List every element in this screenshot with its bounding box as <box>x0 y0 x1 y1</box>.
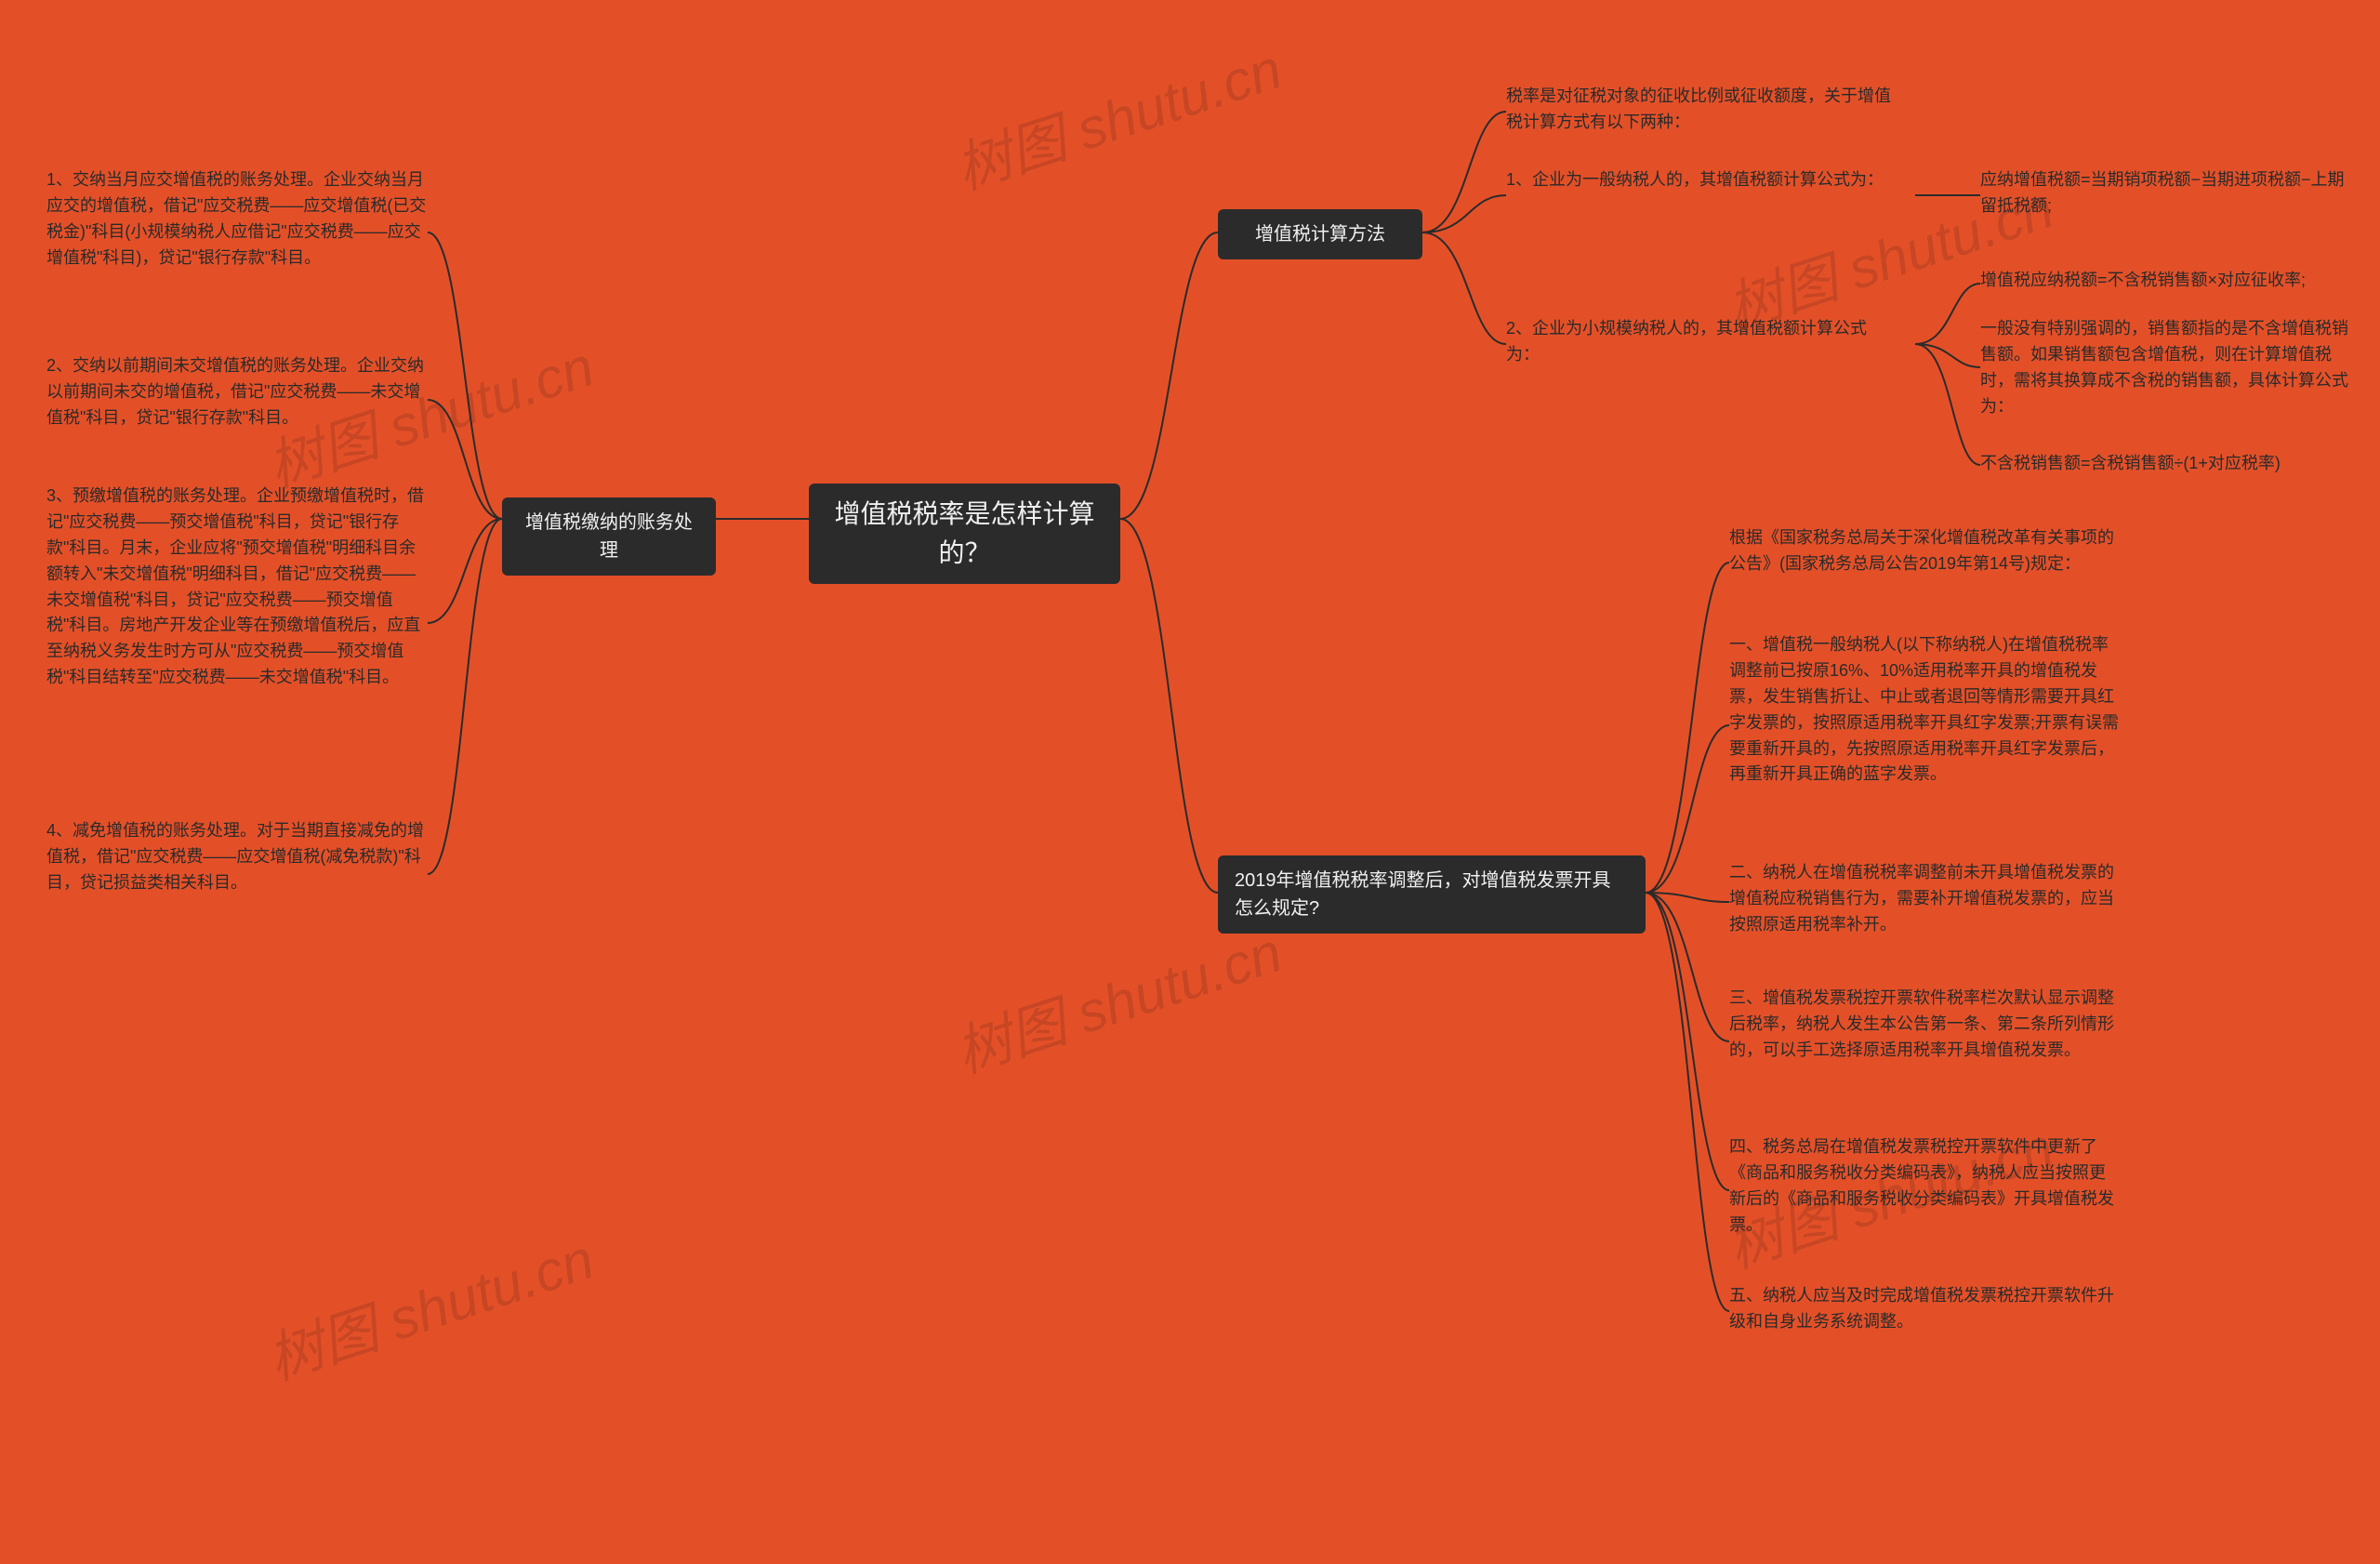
leaf-calc-1-sub: 应纳增值税额=当期销项税额−当期进项税额−上期留抵税额; <box>1980 167 2352 219</box>
leaf-calc-2-c: 不含税销售额=含税销售额÷(1+对应税率) <box>1980 451 2352 477</box>
branch-accounting: 增值税缴纳的账务处理 <box>502 497 716 576</box>
root-node: 增值税税率是怎样计算的？ <box>809 484 1120 584</box>
leaf-reg-1: 一、增值税一般纳税人(以下称纳税人)在增值税税率调整前已按原16%、10%适用税… <box>1729 632 2120 788</box>
branch-calc-method: 增值税计算方法 <box>1218 209 1422 259</box>
leaf-acct-2: 3、预缴增值税的账务处理。企业预缴增值税时，借记"应交税费——预交增值税"科目，… <box>46 484 428 691</box>
watermark: 树图 shutu.cn <box>256 1214 602 1396</box>
watermark: 树图 shutu.cn <box>944 24 1290 205</box>
leaf-acct-0: 1、交纳当月应交增值税的账务处理。企业交纳当月应交的增值税，借记"应交税费——应… <box>46 167 428 272</box>
leaf-calc-2-a: 增值税应纳税额=不含税销售额×对应征收率; <box>1980 268 2352 294</box>
leaf-calc-2-b: 一般没有特别强调的，销售额指的是不含增值税销售额。如果销售额包含增值税，则在计算… <box>1980 316 2352 420</box>
leaf-reg-5: 五、纳税人应当及时完成增值税发票税控开票软件升级和自身业务系统调整。 <box>1729 1283 2120 1335</box>
leaf-acct-1: 2、交纳以前期间未交增值税的账务处理。企业交纳以前期间未交的增值税，借记"应交税… <box>46 353 428 431</box>
leaf-calc-1: 1、企业为一般纳税人的，其增值税额计算公式为： <box>1506 167 1897 193</box>
leaf-reg-3: 三、增值税发票税控开票软件税率栏次默认显示调整后税率，纳税人发生本公告第一条、第… <box>1729 986 2120 1064</box>
branch-regulation-2019: 2019年增值税税率调整后，对增值税发票开具怎么规定? <box>1218 855 1646 934</box>
leaf-reg-0: 根据《国家税务总局关于深化增值税改革有关事项的公告》(国家税务总局公告2019年… <box>1729 525 2120 577</box>
leaf-calc-0: 税率是对征税对象的征收比例或征收额度，关于增值税计算方式有以下两种： <box>1506 84 1897 136</box>
watermark: 树图 shutu.cn <box>944 908 1290 1089</box>
leaf-reg-2: 二、纳税人在增值税税率调整前未开具增值税发票的增值税应税销售行为，需要补开增值税… <box>1729 860 2120 938</box>
leaf-acct-3: 4、减免增值税的账务处理。对于当期直接减免的增值税，借记"应交税费——应交增值税… <box>46 818 428 896</box>
leaf-calc-2: 2、企业为小规模纳税人的，其增值税额计算公式为： <box>1506 316 1897 368</box>
leaf-reg-4: 四、税务总局在增值税发票税控开票软件中更新了《商品和服务税收分类编码表》，纳税人… <box>1729 1134 2120 1239</box>
